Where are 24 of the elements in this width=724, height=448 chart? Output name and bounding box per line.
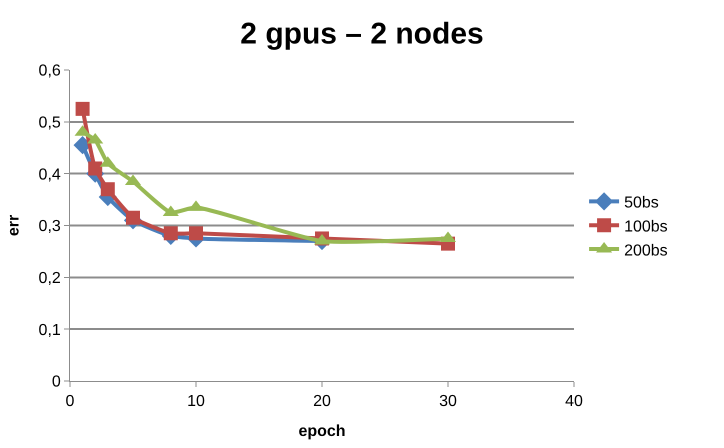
point (164, 226, 178, 240)
point (189, 226, 203, 240)
x-tick-label: 10 (187, 393, 205, 410)
point (126, 210, 140, 225)
y-tick-label: 0,1 (38, 322, 61, 339)
y-axis-title: err (5, 214, 22, 236)
x-tick-label: 0 (66, 393, 75, 410)
legend-label: 50bs (624, 194, 659, 212)
y-tick-label: 0,5 (38, 114, 61, 132)
y-tick-label: 0,6 (38, 62, 61, 80)
legend-label: 100bs (624, 218, 668, 236)
legend-label: 200bs (624, 242, 668, 260)
chart-title: 2 gpus – 2 nodes (240, 17, 484, 50)
y-tick-label: 0,4 (38, 166, 61, 184)
point (88, 161, 102, 176)
x-axis-title: epoch (298, 422, 346, 440)
y-tick-label: 0,3 (38, 218, 61, 236)
x-tick-label: 40 (565, 393, 583, 410)
x-tick-label: 20 (313, 393, 331, 410)
y-tick-label: 0 (52, 374, 61, 391)
y-tick-label: 0,2 (38, 270, 61, 287)
x-tick-label: 30 (439, 393, 457, 410)
point (76, 102, 90, 116)
point (100, 182, 115, 196)
